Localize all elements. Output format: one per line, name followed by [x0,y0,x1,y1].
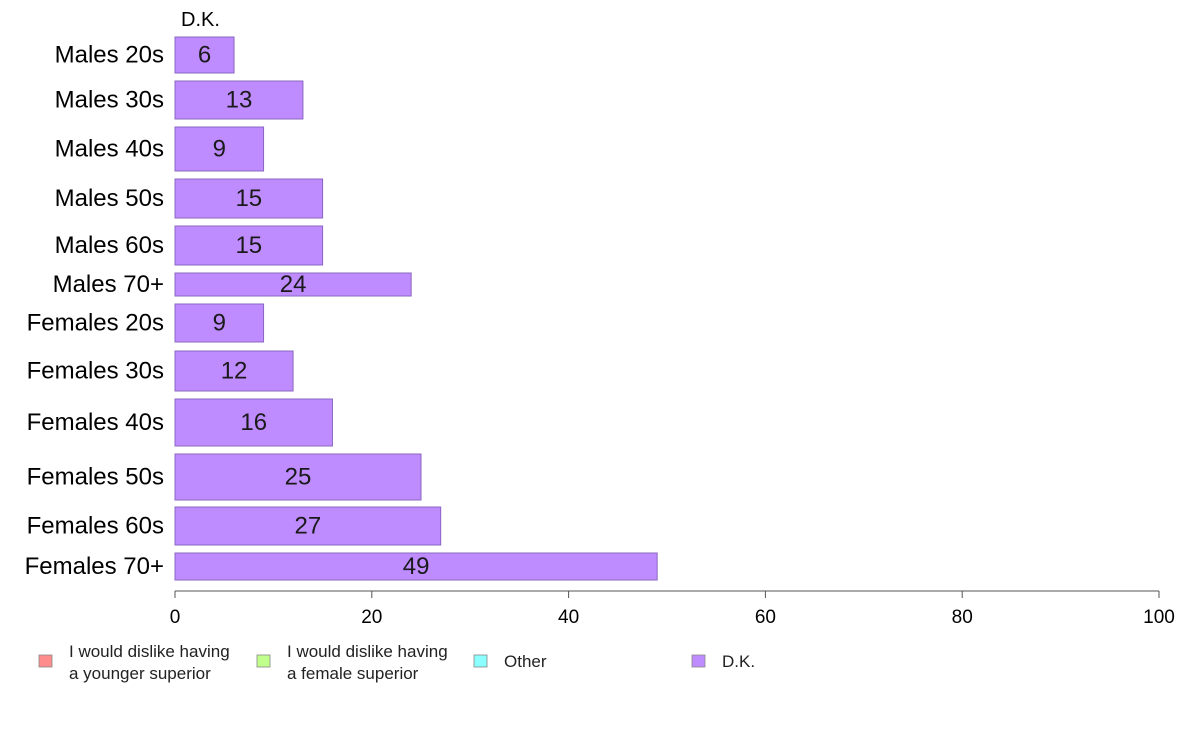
data-label: 9 [213,310,226,337]
bar [174,398,333,447]
category-label: Females 40s [27,409,164,436]
data-label: 13 [226,87,253,114]
data-label: 6 [198,42,211,69]
category-label: Males 50s [55,185,164,212]
legend-label: I would dislike having [287,642,448,661]
bar [174,36,235,74]
bar [174,303,265,343]
category-label: Males 20s [55,42,164,69]
legend-swatch [256,654,271,668]
bar [174,126,265,172]
legend-label: D.K. [722,652,755,671]
bars-group: Males 20s 6 Males 30s 13 Males 40s 9 Males 50s… [25,36,658,581]
category-label: Males 30s [55,87,164,114]
data-label: 27 [294,513,321,540]
legend: I would dislike having a younger superior… [38,642,755,683]
category-label: Females 50s [27,464,164,491]
x-tick-label: 100 [1143,607,1175,628]
x-tick-label: 40 [558,607,579,628]
data-label: 15 [235,185,262,212]
bar [174,225,324,266]
x-axis: 0 20 40 60 80 100 [170,590,1175,628]
data-label: 15 [235,232,262,259]
legend-label: a female superior [287,664,419,683]
data-label: 12 [221,358,248,385]
column-header: D.K. [181,9,220,31]
bar [174,178,324,219]
bar [174,506,442,546]
category-label: Females 20s [27,310,164,337]
category-label: Females 60s [27,513,164,540]
bar [174,272,412,297]
category-label: Males 70+ [53,271,164,298]
bar [174,552,658,581]
legend-swatch [473,654,488,668]
category-label: Males 40s [55,136,164,163]
category-label: Females 70+ [25,553,164,580]
data-label: 25 [285,464,312,491]
data-label: 49 [403,553,430,580]
x-tick-label: 0 [170,607,181,628]
legend-label: Other [504,652,547,671]
data-label: 24 [280,271,307,298]
category-label: Females 30s [27,358,164,385]
data-label: 16 [240,409,267,436]
category-label: Males 60s [55,232,164,259]
legend-label: I would dislike having [69,642,230,661]
bar [174,80,304,120]
x-tick-label: 20 [361,607,382,628]
legend-label: a younger superior [69,664,211,683]
bar [174,453,422,501]
bar [174,350,294,392]
x-tick-label: 80 [952,607,973,628]
legend-swatch [691,654,706,668]
x-tick-label: 60 [755,607,776,628]
data-label: 9 [213,136,226,163]
legend-swatch [38,654,53,668]
